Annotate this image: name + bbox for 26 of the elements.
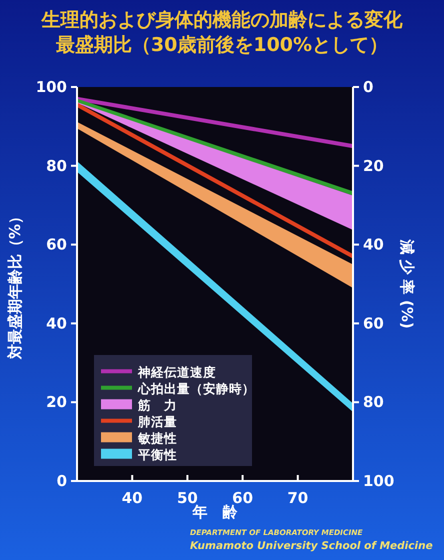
y-tick-label: 100 <box>36 78 67 96</box>
y-tick-label: 80 <box>46 156 67 175</box>
legend-label: 筋 力 <box>137 397 177 412</box>
y2-tick-label: 80 <box>363 393 384 412</box>
y2-tick-label: 100 <box>363 472 394 490</box>
y2-axis-title: 減 少 率 (%) <box>398 238 416 329</box>
legend-label: 敏捷性 <box>137 430 177 446</box>
legend-label: 平衡性 <box>137 446 177 462</box>
legend-label: 肺活量 <box>137 414 177 429</box>
y-tick-label: 40 <box>46 314 67 332</box>
y-tick-label: 0 <box>56 472 67 490</box>
y2-tick-label: 0 <box>363 78 374 96</box>
x-axis-title: 年 齢 <box>192 503 238 521</box>
x-tick-label: 70 <box>287 489 308 507</box>
y-tick-label: 60 <box>46 236 67 254</box>
y2-tick-label: 40 <box>363 236 384 254</box>
x-tick-label: 40 <box>122 489 143 507</box>
chart-subtitle: 最盛期比（30歳前後を100%として） <box>54 34 388 56</box>
legend-label: 神経伝道速度 <box>137 364 216 380</box>
legend-label: 心拍出量（安静時） <box>137 380 255 396</box>
y-tick-label: 20 <box>46 393 67 412</box>
y2-tick-label: 20 <box>363 156 384 175</box>
chart-title: 生理的および身体的機能の加齢による変化 <box>40 9 404 31</box>
y2-tick-label: 60 <box>363 314 384 332</box>
text: Kumamoto University School of Medicine <box>190 540 433 552</box>
y-axis-title: 対最盛期年齢比（%） <box>6 208 24 360</box>
